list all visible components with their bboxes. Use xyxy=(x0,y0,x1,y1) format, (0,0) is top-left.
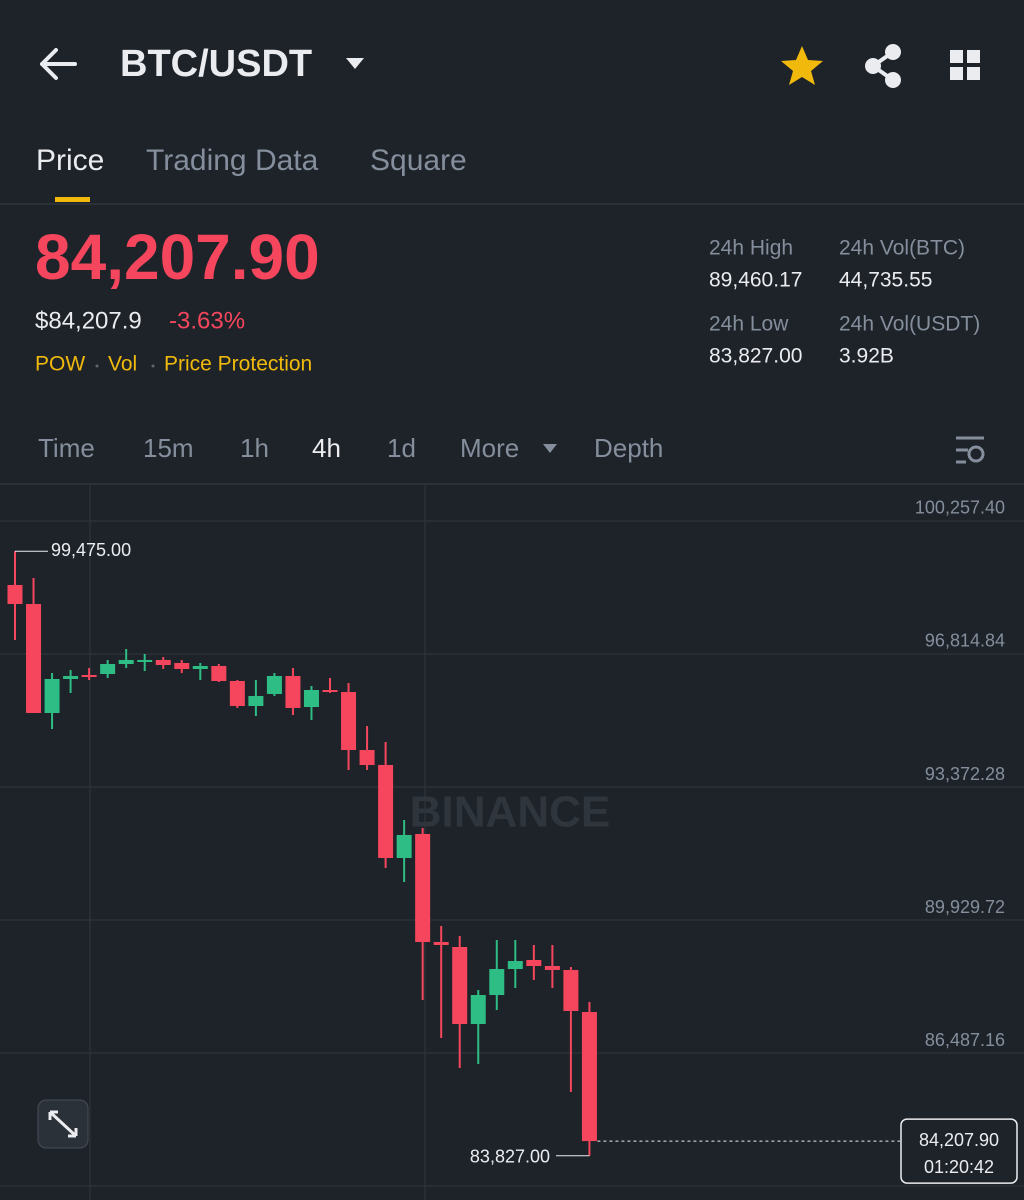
candle-body xyxy=(285,676,301,709)
candle-body xyxy=(63,676,79,679)
candle-body xyxy=(396,834,412,858)
candle-body xyxy=(155,659,171,666)
stat-value: 44,735.55 xyxy=(839,269,932,292)
usd-price: $84,207.9 xyxy=(35,307,142,334)
y-tick-label: 100,257.40 xyxy=(915,498,1005,518)
interval[interactable]: Depth xyxy=(594,433,663,463)
interval[interactable]: More xyxy=(460,433,519,463)
candle-body xyxy=(118,659,134,664)
candle-body xyxy=(581,1012,597,1142)
back-button[interactable] xyxy=(40,48,77,80)
tag[interactable]: POW xyxy=(35,353,85,376)
candle-body xyxy=(229,680,245,706)
stat-label: 24h Vol(BTC) xyxy=(839,237,965,260)
candle-body xyxy=(81,675,97,678)
interval[interactable]: 15m xyxy=(143,433,194,463)
candle-body xyxy=(44,678,60,713)
grid-menu[interactable] xyxy=(950,50,980,80)
tab-indicator xyxy=(55,197,90,202)
tab[interactable]: Price xyxy=(36,144,104,177)
price-change: -3.63% xyxy=(169,307,245,334)
chart-settings[interactable] xyxy=(956,436,985,464)
pair-title[interactable]: BTC/USDT xyxy=(120,43,312,85)
tag[interactable]: Vol xyxy=(108,353,137,376)
tag[interactable]: Price Protection xyxy=(164,353,312,376)
candle-body xyxy=(415,833,431,943)
candle-body xyxy=(192,666,208,669)
candle-body xyxy=(26,603,42,713)
stat-value: 83,827.00 xyxy=(709,345,802,368)
stat-label: 24h High xyxy=(709,237,793,260)
stat-value: 3.92B xyxy=(839,345,894,368)
interval[interactable]: Time xyxy=(38,433,95,463)
candle-body xyxy=(563,969,579,1012)
y-tick-label: 96,814.84 xyxy=(925,631,1005,651)
pair-dropdown[interactable] xyxy=(346,58,364,69)
y-tick-label: 89,929.72 xyxy=(925,897,1005,917)
candle-body xyxy=(359,749,375,765)
high-label: 99,475.00 xyxy=(51,540,131,560)
separator xyxy=(151,364,155,368)
stat-value: 89,460.17 xyxy=(709,269,802,292)
interval[interactable]: 1d xyxy=(387,433,416,463)
candle-body xyxy=(489,969,505,996)
candle-body xyxy=(211,666,227,681)
last-price: 84,207.90 xyxy=(35,221,320,293)
last-price-label: 84,207.90 xyxy=(919,1130,999,1150)
candle-body xyxy=(526,960,542,967)
tab[interactable]: Square xyxy=(370,144,467,177)
separator xyxy=(95,364,99,368)
candle-body xyxy=(507,961,523,970)
favorite-star[interactable] xyxy=(781,46,823,85)
candle-body xyxy=(100,663,116,675)
tab[interactable]: Trading Data xyxy=(146,144,319,177)
last-price-box xyxy=(900,1118,1018,1184)
candle-body xyxy=(248,695,264,706)
candle-body xyxy=(322,689,338,693)
interval[interactable]: 4h xyxy=(312,433,341,463)
low-label: 83,827.00 xyxy=(470,1147,550,1167)
countdown: 01:20:42 xyxy=(924,1157,994,1177)
candle-body xyxy=(341,692,357,750)
candle-body xyxy=(470,995,486,1024)
candle-body xyxy=(544,966,560,970)
stat-label: 24h Low xyxy=(709,313,789,336)
candle-body xyxy=(266,676,282,694)
candle-body xyxy=(174,662,190,669)
candle-body xyxy=(433,942,449,945)
candle-body xyxy=(452,946,468,1024)
interval[interactable]: 1h xyxy=(240,433,269,463)
candle-body xyxy=(378,764,394,858)
more-dropdown[interactable] xyxy=(543,444,557,453)
plot: 83,044.6086,487.1689,929.7293,372.2896,8… xyxy=(0,498,1024,1187)
candle-body xyxy=(137,659,153,662)
share-button[interactable] xyxy=(865,44,901,88)
stat-label: 24h Vol(USDT) xyxy=(839,313,980,336)
expand-button[interactable] xyxy=(37,1099,89,1149)
watermark: BINANCE xyxy=(410,788,610,837)
y-tick-label: 93,372.28 xyxy=(925,764,1005,784)
candle-body xyxy=(303,689,319,707)
candle-body xyxy=(7,584,23,604)
y-tick-label: 86,487.16 xyxy=(925,1030,1005,1050)
